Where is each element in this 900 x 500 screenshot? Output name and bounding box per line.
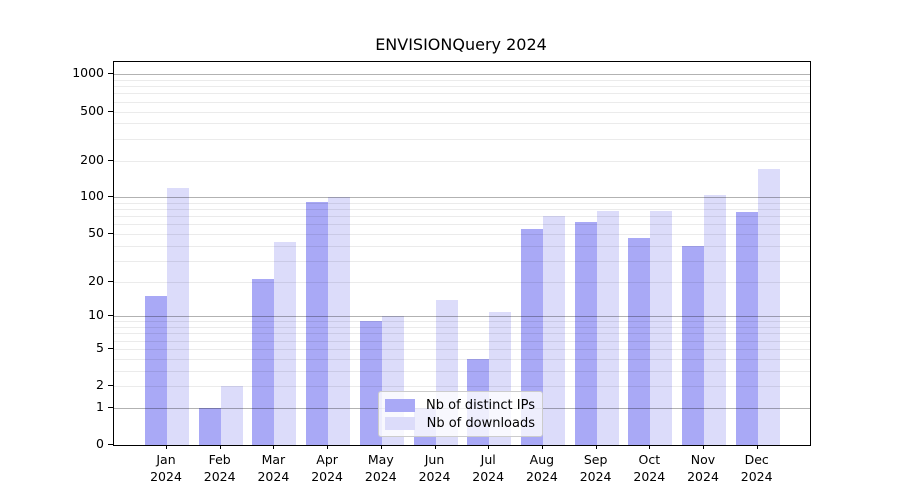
- y-tick-label: 50: [88, 225, 104, 241]
- y-tick-label: 2: [96, 377, 104, 393]
- x-tick-mark: [166, 445, 167, 449]
- bar-downloads-nov: [704, 194, 726, 445]
- bar-downloads-dec: [757, 168, 780, 445]
- x-tick-label-nov: Nov 2024: [687, 452, 719, 484]
- legend-item-downloads: Nb of downloads: [385, 415, 535, 431]
- minor-gridline: [114, 160, 810, 162]
- bar-downloads-apr: [328, 197, 351, 445]
- y-tick-label: 20: [88, 272, 104, 288]
- x-tick-label-dec: Dec 2024: [740, 452, 773, 484]
- bar-downloads-jan: [167, 187, 189, 445]
- y-tick-mark: [108, 347, 113, 349]
- legend-item-distinct-ips: Nb of distinct IPs: [385, 397, 535, 413]
- bar-distinct-ips-oct: [628, 238, 651, 445]
- distinct-ips-swatch-icon: [385, 398, 415, 412]
- x-tick-label-jan: Jan 2024: [150, 452, 182, 484]
- bar-downloads-aug: [542, 216, 565, 445]
- chart-title: ENVISIONQuery 2024: [375, 35, 547, 54]
- x-tick-label-oct: Oct 2024: [633, 452, 666, 484]
- minor-gridline: [114, 86, 810, 88]
- x-tick-label-aug: Aug 2024: [525, 452, 558, 484]
- x-tick-mark: [380, 445, 382, 449]
- minor-gridline: [114, 138, 810, 140]
- bar-distinct-ips-mar: [252, 279, 275, 445]
- y-tick-mark: [108, 444, 113, 445]
- plot-area: [113, 61, 811, 446]
- y-tick-label: 1000: [72, 65, 104, 81]
- x-tick-mark: [649, 445, 651, 449]
- minor-gridline: [114, 123, 810, 125]
- bar-downloads-oct: [650, 211, 673, 445]
- y-tick-mark: [108, 385, 113, 387]
- bar-distinct-ips-apr: [306, 201, 329, 445]
- x-tick-label-jul: Jul 2024: [472, 452, 505, 484]
- y-tick-label: 10: [88, 307, 104, 323]
- x-tick-label-feb: Feb 2024: [203, 452, 236, 484]
- bar-distinct-ips-nov: [682, 245, 704, 445]
- x-tick-mark: [595, 445, 597, 449]
- bar-downloads-feb: [220, 386, 243, 445]
- legend-label-downloads: Nb of downloads: [426, 415, 535, 431]
- minor-gridline: [114, 111, 810, 113]
- legend: Nb of distinct IPs Nb of downloads: [378, 391, 543, 437]
- y-tick-mark: [108, 406, 113, 408]
- y-tick-label: 5: [96, 339, 104, 355]
- legend-label-distinct-ips: Nb of distinct IPs: [426, 397, 535, 413]
- bar-distinct-ips-may: [359, 321, 382, 445]
- y-tick-mark: [108, 196, 113, 198]
- bar-distinct-ips-jan: [145, 296, 167, 445]
- x-tick-mark: [541, 445, 543, 449]
- x-tick-label-sep: Sep 2024: [579, 452, 612, 484]
- bar-downloads-sep: [596, 211, 619, 445]
- x-tick-mark: [756, 445, 758, 449]
- y-tick-mark: [108, 233, 113, 235]
- x-tick-mark: [434, 445, 436, 449]
- bar-distinct-ips-dec: [735, 211, 758, 445]
- x-tick-label-mar: Mar 2024: [257, 452, 290, 484]
- x-tick-mark: [703, 445, 704, 449]
- bar-distinct-ips-feb: [198, 407, 221, 445]
- y-tick-label: 100: [80, 188, 104, 204]
- minor-gridline: [114, 101, 810, 103]
- x-tick-mark: [327, 445, 329, 449]
- y-tick-label: 200: [80, 151, 104, 167]
- minor-gridline: [114, 80, 810, 82]
- downloads-swatch-icon: [385, 416, 415, 430]
- x-tick-label-apr: Apr 2024: [311, 452, 343, 484]
- y-tick-mark: [108, 110, 113, 112]
- x-tick-label-jun: Jun 2024: [418, 452, 451, 484]
- y-tick-label: 1: [96, 398, 104, 414]
- y-tick-label: 0: [96, 436, 104, 451]
- y-tick-mark: [108, 73, 113, 75]
- y-tick-label: 500: [80, 102, 104, 118]
- y-tick-mark: [108, 159, 113, 161]
- x-tick-mark: [219, 445, 221, 449]
- y-tick-mark: [108, 315, 113, 317]
- bar-downloads-mar: [274, 242, 297, 445]
- y-tick-mark: [108, 280, 113, 282]
- bar-distinct-ips-sep: [574, 221, 597, 445]
- x-tick-label-may: May 2024: [364, 452, 397, 484]
- major-gridline: [114, 74, 810, 76]
- minor-gridline: [114, 93, 810, 95]
- x-tick-mark: [488, 445, 490, 449]
- x-tick-mark: [273, 445, 275, 449]
